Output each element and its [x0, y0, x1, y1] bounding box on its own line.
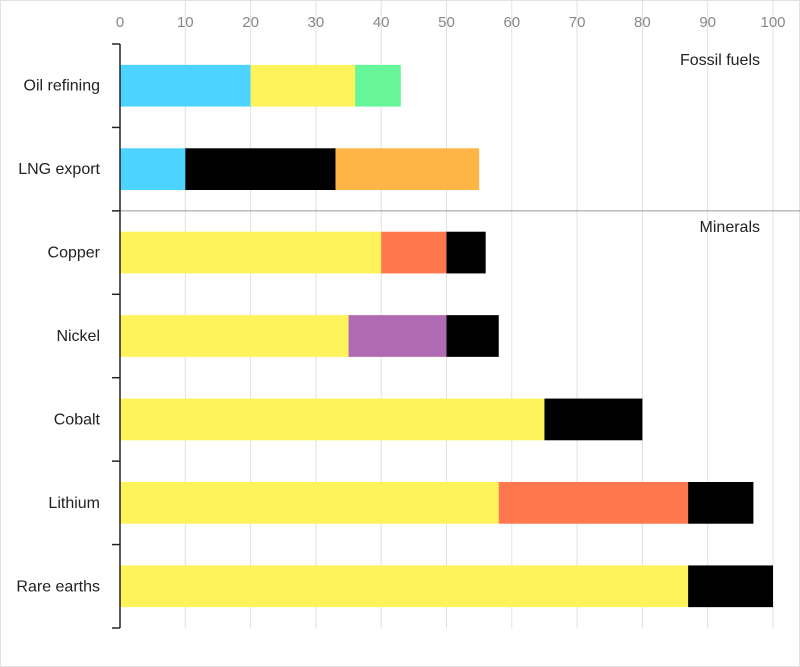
x-tick-label: 90	[699, 14, 716, 31]
x-tick-label: 10	[177, 14, 194, 31]
bar-segment	[335, 148, 480, 190]
x-tick-label: 20	[242, 14, 259, 31]
category-label: Lithium	[48, 495, 100, 512]
bar-segment	[544, 398, 643, 441]
group-label: Fossil fuels	[680, 52, 760, 69]
bar-segment	[120, 398, 545, 441]
x-axis-tick-labels: 0 10 20 30 40 50 60 70 80 90 100	[116, 14, 786, 31]
x-tick-label: 30	[308, 14, 325, 31]
bar-segment	[355, 64, 401, 107]
x-tick-label: 0	[116, 14, 124, 31]
bar-segment	[498, 482, 689, 524]
bar-segment	[120, 315, 349, 357]
category-label: Cobalt	[54, 411, 101, 428]
x-tick-label: 70	[569, 14, 586, 31]
category-labels: Oil refining LNG export Copper Nickel Cobalt…	[16, 78, 100, 596]
x-tick-label: 100	[760, 14, 785, 31]
bar-segment	[446, 315, 499, 357]
bar-segment	[250, 64, 356, 107]
bar-segment	[120, 565, 689, 608]
bar-segment	[688, 565, 773, 608]
x-tick-label: 80	[634, 14, 651, 31]
bar-segment	[120, 64, 251, 107]
y-axis	[112, 43, 121, 629]
bars	[120, 64, 773, 608]
category-label: Nickel	[56, 328, 100, 345]
bar-segment	[381, 231, 447, 274]
group-label: Minerals	[700, 219, 760, 236]
category-label: Oil refining	[24, 78, 100, 95]
bar-segment	[348, 315, 447, 357]
bar-segment	[446, 231, 486, 274]
x-tick-label: 60	[503, 14, 520, 31]
category-label: LNG export	[18, 161, 100, 178]
category-label: Rare earths	[16, 578, 100, 595]
x-tick-label: 40	[373, 14, 390, 31]
bar-segment	[120, 148, 186, 190]
category-label: Copper	[48, 245, 101, 262]
group-labels: Fossil fuels Minerals	[680, 52, 760, 236]
bar-segment	[185, 148, 336, 190]
bar-segment	[120, 482, 499, 524]
bar-segment	[120, 231, 382, 274]
x-tick-label: 50	[438, 14, 455, 31]
bar-segment	[688, 482, 754, 524]
